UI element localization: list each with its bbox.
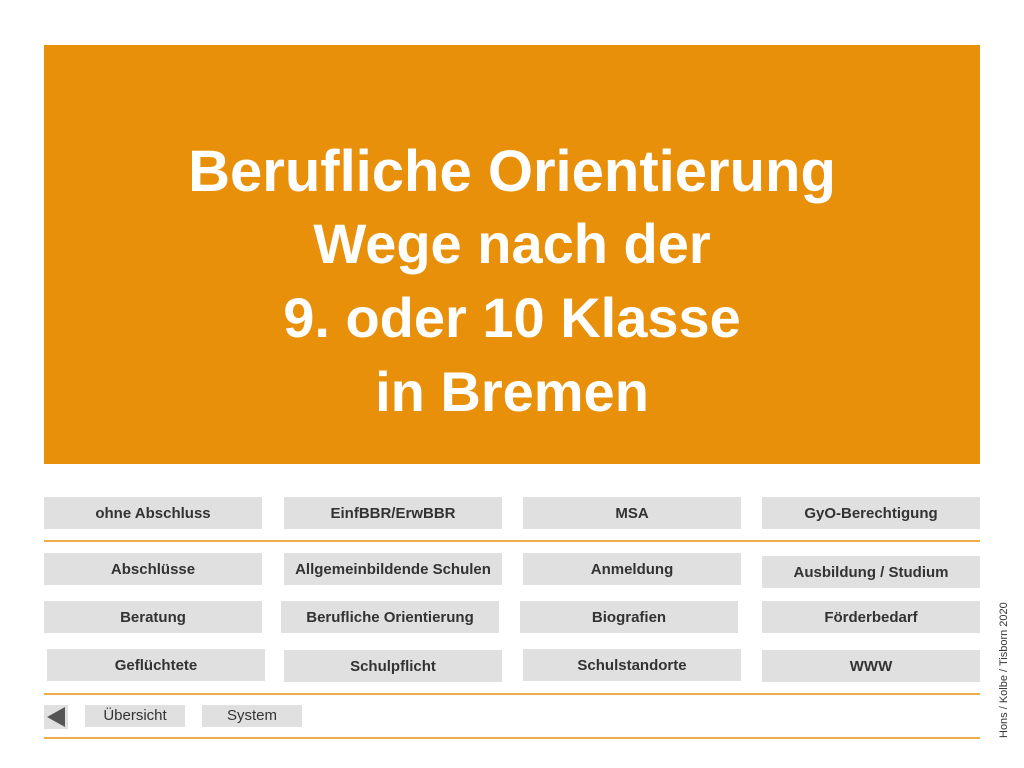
title-banner: Berufliche Orientierung Wege nach der 9.… xyxy=(44,45,980,464)
gyo-berechtigung-button[interactable]: GyO-Berechtigung xyxy=(762,497,980,529)
ohne-abschluss-button[interactable]: ohne Abschluss xyxy=(44,497,262,529)
divider-top xyxy=(44,540,980,542)
anmeldung-button[interactable]: Anmeldung xyxy=(523,553,741,585)
www-button[interactable]: WWW xyxy=(762,650,980,682)
msa-button[interactable]: MSA xyxy=(523,497,741,529)
divider-middle xyxy=(44,693,980,695)
ausbildung-studium-button[interactable]: Ausbildung / Studium xyxy=(762,556,980,588)
slide-title: Berufliche Orientierung xyxy=(188,139,836,204)
slide-subtitle: Wege nach der 9. oder 10 Klasse in Breme… xyxy=(44,207,980,429)
allgemeinbildende-schulen-button[interactable]: Allgemeinbildende Schulen xyxy=(284,553,502,585)
abschluesse-button[interactable]: Abschlüsse xyxy=(44,553,262,585)
subtitle-line-2: 9. oder 10 Klasse xyxy=(283,286,741,349)
arrow-left-icon xyxy=(47,707,65,727)
gefluechtete-button[interactable]: Geflüchtete xyxy=(47,649,265,681)
berufliche-orientierung-button[interactable]: Berufliche Orientierung xyxy=(281,601,499,633)
back-arrow-button[interactable] xyxy=(44,705,68,729)
einfbbr-erwbbr-button[interactable]: EinfBBR/ErwBBR xyxy=(284,497,502,529)
beratung-button[interactable]: Beratung xyxy=(44,601,262,633)
biografien-button[interactable]: Biografien xyxy=(520,601,738,633)
schulstandorte-button[interactable]: Schulstandorte xyxy=(523,649,741,681)
subtitle-line-3: in Bremen xyxy=(375,360,649,423)
subtitle-line-1: Wege nach der xyxy=(313,212,711,275)
schulpflicht-button[interactable]: Schulpflicht xyxy=(284,650,502,682)
divider-bottom xyxy=(44,737,980,739)
author-credit: Hons / Kolbe / Tisborn 2020 xyxy=(998,602,1010,738)
system-button[interactable]: System xyxy=(202,705,302,727)
uebersicht-button[interactable]: Übersicht xyxy=(85,705,185,727)
foerderbedarf-button[interactable]: Förderbedarf xyxy=(762,601,980,633)
